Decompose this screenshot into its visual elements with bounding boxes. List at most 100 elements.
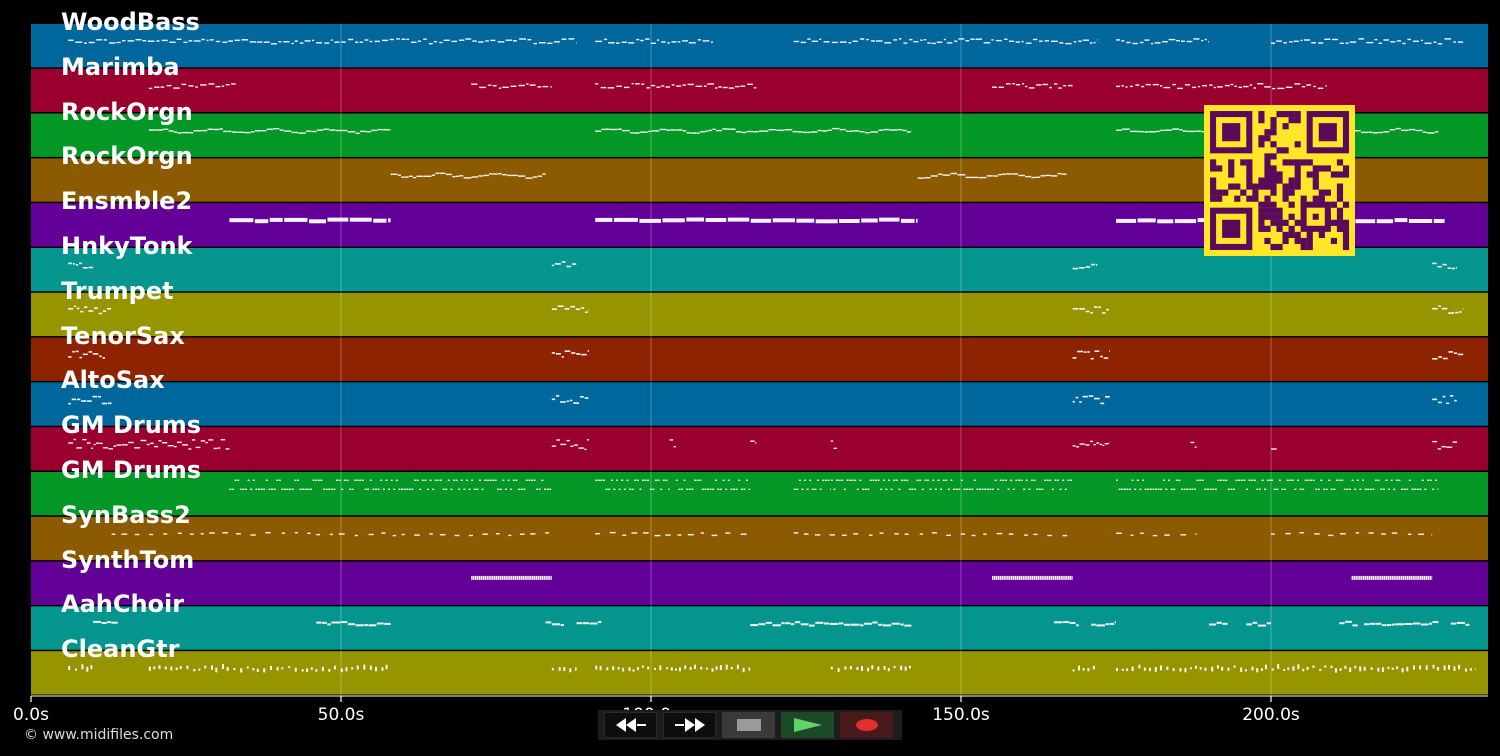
note-segment	[390, 172, 546, 179]
note-segment	[992, 575, 1073, 580]
track-band	[31, 651, 1488, 695]
rewind-button[interactable]	[604, 712, 657, 738]
note-segment	[1432, 440, 1457, 450]
track-name-label: HnkyTonk	[61, 232, 193, 260]
note-segment	[1072, 665, 1095, 672]
rewind-icon	[615, 718, 646, 732]
note-segment	[229, 479, 552, 490]
transport-controls	[598, 710, 902, 740]
note-segment	[551, 350, 589, 358]
time-tick-label: 50.0s	[317, 705, 365, 725]
note-segment	[1271, 532, 1433, 537]
note-segment	[1190, 441, 1197, 448]
note-segment	[1339, 620, 1358, 627]
track-name-label: Marimba	[61, 52, 180, 81]
note-segment	[1116, 38, 1209, 45]
note-segment	[1246, 621, 1271, 627]
track-name-label: GM Drums	[61, 456, 202, 484]
track-name-label: SynBass2	[61, 500, 191, 529]
track-band	[31, 561, 1488, 605]
note-segment	[1116, 83, 1327, 90]
note-segment	[148, 83, 236, 90]
stop-icon	[736, 719, 761, 731]
track-name-label: AltoSax	[61, 366, 165, 395]
note-segment	[1072, 350, 1110, 360]
qr-code	[1204, 105, 1355, 256]
note-segment	[551, 667, 577, 673]
note-segment	[68, 262, 93, 269]
note-segment	[148, 128, 391, 134]
note-segment	[68, 38, 577, 45]
fast-forward-icon	[674, 718, 705, 732]
track-name-label: GM Drums	[61, 411, 202, 440]
time-tick-label: 150.0s	[932, 705, 990, 725]
note-segment	[595, 217, 918, 224]
stop-button[interactable]	[722, 712, 775, 738]
note-segment	[148, 664, 388, 673]
note-segment	[793, 479, 831, 490]
record-button[interactable]	[840, 712, 893, 738]
note-segment	[471, 83, 552, 89]
note-segment	[830, 665, 911, 673]
note-segment	[1364, 621, 1439, 627]
track-band	[31, 337, 1488, 381]
note-segment	[1091, 621, 1116, 627]
note-segment	[1432, 351, 1464, 360]
note-segment	[1432, 395, 1457, 405]
note-segment	[68, 438, 230, 450]
track-name-label: Ensmble2	[61, 187, 193, 216]
track-band	[31, 606, 1488, 650]
note-segment	[551, 261, 577, 268]
track-band	[31, 292, 1488, 337]
note-segment	[595, 664, 751, 673]
note-segment	[595, 127, 912, 134]
track-band	[31, 427, 1488, 471]
time-tick-label: 200.0s	[1242, 705, 1300, 725]
track-name-label: RockOrgn	[61, 142, 193, 171]
note-segment	[669, 439, 676, 448]
play-icon	[793, 718, 822, 732]
note-segment	[1054, 621, 1079, 627]
note-segment	[1116, 532, 1197, 537]
note-segment	[551, 305, 589, 313]
note-segment	[1196, 479, 1271, 490]
note-segment	[1450, 621, 1470, 626]
track-band	[31, 68, 1488, 113]
note-layer	[68, 38, 1476, 673]
note-segment	[793, 532, 1068, 537]
track-name-label: TenorSax	[61, 321, 185, 350]
note-segment	[68, 350, 105, 359]
note-segment	[68, 395, 112, 405]
fast-forward-button[interactable]	[663, 712, 716, 738]
track-band	[31, 516, 1488, 561]
note-segment	[917, 172, 1067, 179]
note-segment	[750, 440, 757, 444]
note-segment	[111, 532, 549, 537]
note-segment	[68, 305, 111, 315]
note-segment	[830, 479, 1072, 490]
note-segment	[229, 217, 391, 224]
note-segment	[471, 575, 552, 580]
note-segment	[576, 621, 602, 625]
note-segment	[1271, 441, 1278, 450]
note-segment	[793, 38, 1098, 45]
track-band	[31, 24, 1488, 68]
track-name-label: Trumpet	[61, 276, 174, 305]
note-segment	[1209, 621, 1228, 626]
note-segment	[1351, 575, 1433, 580]
note-segment	[595, 38, 713, 44]
note-segment	[595, 531, 747, 537]
note-segment	[551, 395, 589, 404]
note-segment	[316, 621, 391, 627]
note-segment	[93, 620, 118, 624]
note-segment	[551, 439, 589, 451]
note-segment	[1432, 262, 1457, 270]
track-name-label: SynthTom	[61, 545, 195, 574]
note-segment	[1072, 306, 1109, 314]
note-segment	[1271, 38, 1464, 45]
note-segment	[750, 621, 912, 627]
track-name-label: RockOrgn	[61, 97, 193, 126]
note-segment	[992, 83, 1073, 89]
play-button[interactable]	[781, 712, 834, 738]
time-axis	[30, 695, 1488, 702]
